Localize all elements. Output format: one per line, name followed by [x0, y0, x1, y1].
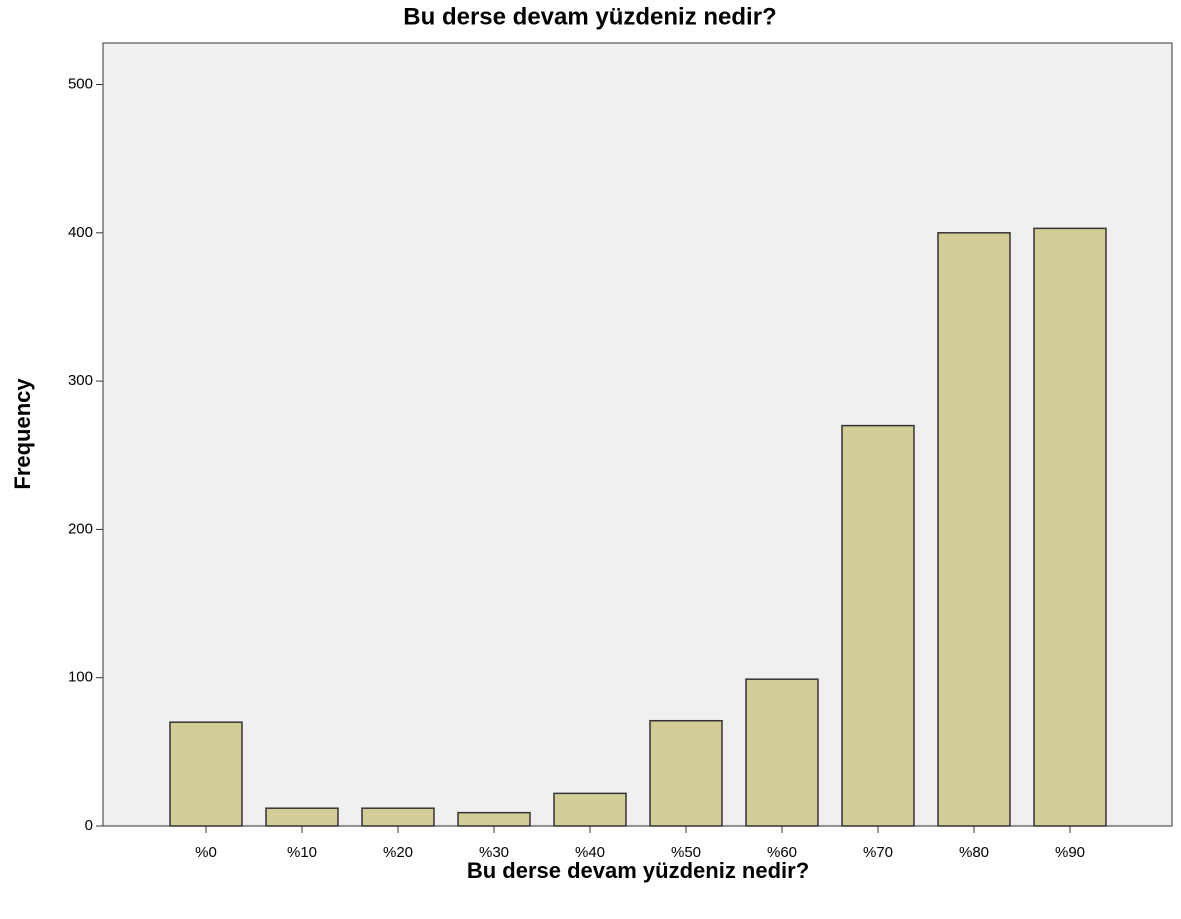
x-tick-label: %20 — [383, 844, 413, 861]
y-tick-label: 0 — [85, 817, 93, 834]
x-tick-label: %60 — [767, 844, 797, 861]
x-tick-label: %40 — [575, 844, 605, 861]
x-tick-label: %90 — [1055, 844, 1085, 861]
x-tick-label: %0 — [195, 844, 217, 861]
bar — [457, 811, 531, 827]
bar — [265, 807, 339, 827]
y-tick-label: 300 — [68, 372, 93, 389]
y-tick-label: 100 — [68, 669, 93, 686]
x-axis-title: Bu derse devam yüzdeniz nedir? — [467, 858, 809, 883]
x-tick-label: %50 — [671, 844, 701, 861]
plot-area — [102, 42, 1173, 827]
chart-title: Bu derse devam yüzdeniz nedir? — [403, 3, 776, 30]
bar — [841, 424, 915, 827]
x-tick-label: %30 — [479, 844, 509, 861]
y-tick-label: 200 — [68, 520, 93, 537]
bar — [553, 792, 627, 827]
bar — [1033, 227, 1107, 827]
y-tick-label: 400 — [68, 224, 93, 241]
bar — [361, 807, 435, 827]
x-tick-label: %10 — [287, 844, 317, 861]
bar — [937, 232, 1011, 827]
y-tick-label: 500 — [68, 75, 93, 92]
x-tick-label: %70 — [863, 844, 893, 861]
bar — [169, 721, 243, 827]
x-tick-label: %80 — [959, 844, 989, 861]
y-axis-title: Frequency — [10, 378, 35, 490]
bar — [745, 678, 819, 827]
bar — [649, 719, 723, 827]
